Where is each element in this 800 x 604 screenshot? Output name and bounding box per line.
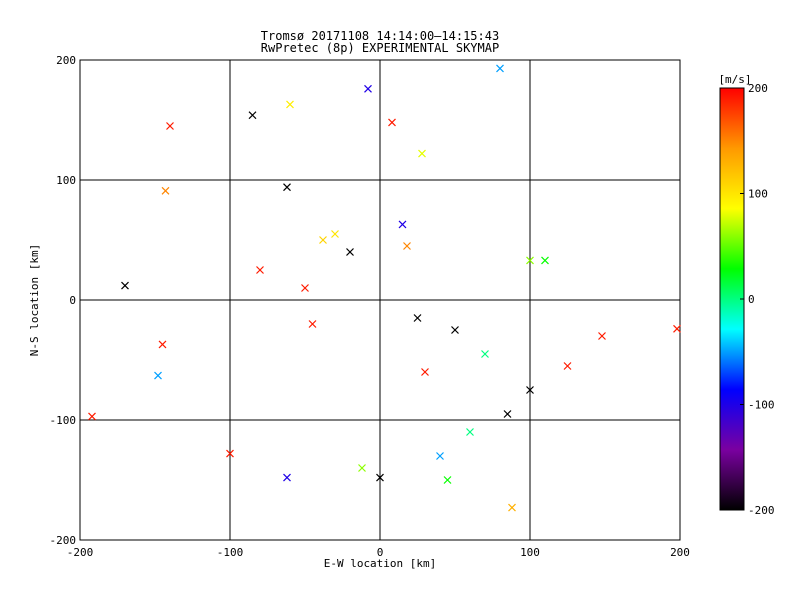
data-point — [364, 84, 372, 93]
grid-lines — [80, 60, 680, 540]
data-point — [398, 220, 407, 229]
data-point — [541, 256, 549, 265]
y-tick-label: 200 — [56, 54, 76, 67]
data-point — [481, 350, 489, 358]
data-point — [358, 464, 366, 472]
x-tick-label: 0 — [377, 546, 384, 559]
data-point — [436, 452, 444, 460]
data-points — [88, 64, 681, 512]
data-point — [286, 100, 294, 109]
x-axis-ticks: -200 -100 0 100 200 — [67, 60, 690, 559]
data-point — [563, 362, 572, 370]
data-point — [526, 386, 534, 394]
data-point — [301, 284, 309, 292]
data-point — [443, 476, 452, 484]
data-point — [526, 256, 534, 265]
x-tick-label: 200 — [670, 546, 690, 559]
data-point — [158, 340, 167, 349]
data-point — [421, 368, 429, 376]
colorbar-ticks: 200 100 0 -100 -200 — [740, 82, 775, 517]
data-point — [508, 503, 516, 512]
y-axis-ticks: -200 -100 0 100 200 — [50, 54, 680, 547]
x-axis-title: E-W location [km] — [324, 557, 437, 570]
chart-subtitle: RwPretec (8p) EXPERIMENTAL SKYMAP — [261, 41, 499, 55]
data-point — [308, 320, 317, 328]
data-point — [403, 242, 411, 250]
data-point — [88, 412, 96, 421]
colorbar-tick-label: 100 — [748, 188, 768, 201]
data-point — [161, 186, 170, 195]
colorbar-tick-label: 0 — [748, 293, 755, 306]
data-point — [496, 64, 504, 73]
colorbar-unit: [m/s] — [718, 73, 751, 86]
data-point — [331, 230, 339, 238]
data-point — [154, 371, 162, 380]
y-tick-label: -100 — [50, 414, 77, 427]
data-point — [451, 326, 459, 334]
data-point — [376, 473, 384, 482]
data-point — [598, 332, 606, 340]
data-point — [283, 473, 291, 482]
data-point — [413, 314, 422, 322]
data-point — [121, 281, 129, 290]
y-tick-label: 0 — [69, 294, 76, 307]
colorbar-tick-label: -200 — [748, 504, 775, 517]
data-point — [319, 236, 327, 244]
colorbar: [m/s] 200 100 0 -100 -200 — [718, 73, 774, 517]
data-point — [466, 428, 474, 436]
chart-title: Tromsø 20171108 14:14:00–14:15:43 — [261, 29, 499, 43]
data-point — [673, 324, 681, 333]
y-tick-label: 100 — [56, 174, 76, 187]
data-point — [248, 111, 257, 120]
data-point — [256, 266, 264, 274]
data-point — [346, 248, 354, 256]
x-tick-label: -200 — [67, 546, 94, 559]
colorbar-tick-label: 200 — [748, 82, 768, 95]
data-point — [503, 410, 512, 418]
data-point — [418, 149, 426, 158]
data-point — [388, 118, 396, 127]
x-tick-label: -100 — [217, 546, 244, 559]
data-point — [166, 122, 174, 130]
data-point — [226, 449, 234, 458]
y-axis-title: N-S location [km] — [28, 244, 41, 357]
y-tick-label: -200 — [50, 534, 77, 547]
data-point — [283, 183, 291, 192]
x-tick-label: 100 — [520, 546, 540, 559]
colorbar-tick-label: -100 — [748, 399, 775, 412]
